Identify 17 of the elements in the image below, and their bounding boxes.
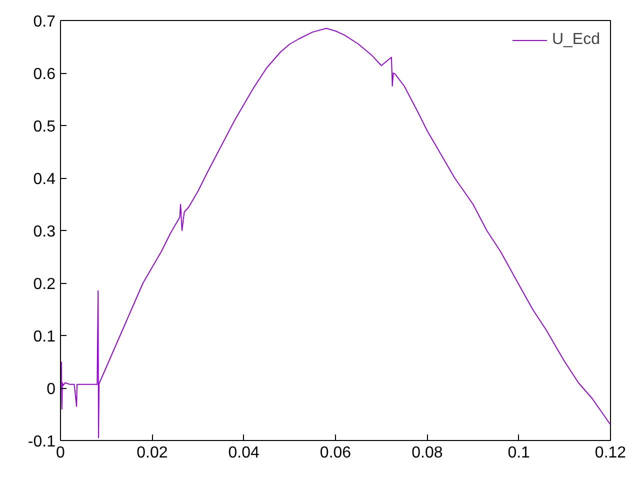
y-tick-label: 0 bbox=[46, 381, 56, 398]
y-tick-label: 0.2 bbox=[33, 276, 56, 293]
y-tick-label: 0.1 bbox=[33, 328, 56, 346]
x-tick-label: 0.02 bbox=[136, 444, 168, 462]
y-tick-label: 0.3 bbox=[33, 224, 56, 240]
y-tick-label: 0.6 bbox=[33, 66, 56, 83]
y-tick-label: 0.4 bbox=[33, 171, 56, 188]
y-tick-label: 0.7 bbox=[33, 14, 56, 30]
x-tick-label: 0.04 bbox=[228, 444, 260, 462]
line-series bbox=[60, 28, 610, 438]
y-tick-label: 0.5 bbox=[33, 118, 56, 136]
x-tick-label: 0.06 bbox=[320, 444, 352, 462]
x-tick-label: 0.1 bbox=[508, 444, 530, 462]
y-tick-label: -0.1 bbox=[28, 434, 56, 450]
x-tick-label: 0.08 bbox=[412, 444, 443, 462]
legend-label: U_Ecd bbox=[552, 31, 600, 49]
x-tick-label: 0.12 bbox=[594, 444, 626, 462]
